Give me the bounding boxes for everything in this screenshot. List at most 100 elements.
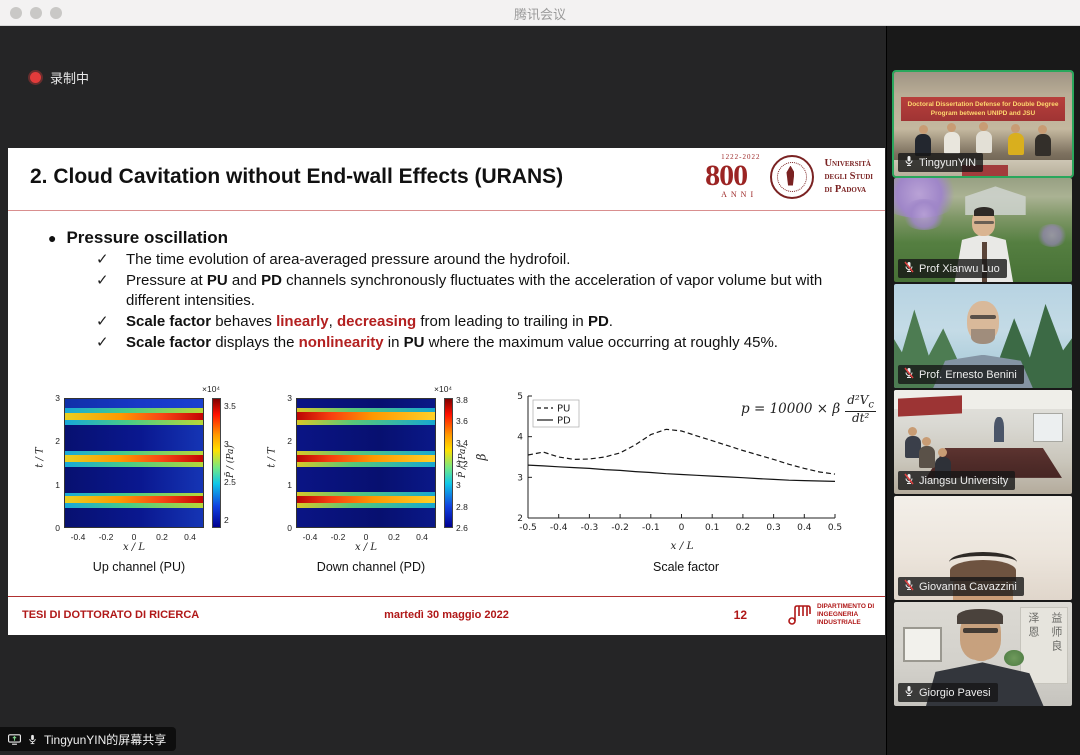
svg-text:0: 0	[679, 523, 685, 533]
colorbar-exponent: ×10⁴	[202, 384, 221, 394]
mic-muted-icon	[903, 579, 915, 594]
participant-name-label: TingyunYIN	[898, 153, 984, 172]
close-button[interactable]	[10, 7, 22, 19]
recording-dot-icon	[30, 72, 41, 83]
mic-muted-icon	[903, 367, 915, 382]
footer-date: martedì 30 maggio 2022	[384, 609, 509, 621]
tick-label: 2	[287, 436, 292, 447]
plant	[1004, 649, 1024, 667]
defense-banner: Doctoral Dissertation Defense for Double…	[901, 96, 1065, 121]
tick-label: 3.8	[456, 395, 468, 406]
person-head	[966, 300, 999, 344]
tick-label: 2.8	[456, 501, 468, 512]
svg-text:PU: PU	[557, 404, 570, 415]
department-icon	[788, 604, 811, 625]
red-banner	[897, 395, 962, 417]
video-tile-ernesto-benini[interactable]: Prof. Ernesto Benini	[894, 284, 1072, 388]
zoom-button[interactable]	[50, 7, 62, 19]
glasses	[969, 315, 997, 320]
tick-label: 0	[55, 523, 60, 533]
y-axis-label: t / T	[34, 447, 46, 468]
colorbar	[212, 398, 221, 528]
scale-factor-chart: -0.5 -0.4 -0.3 -0.2 -0.1 0 0.1 0.2 0.3 0.4 0.5 2 3 4 5…	[474, 386, 880, 578]
tick-label: 0.2	[156, 532, 168, 542]
video-tile-tingyunyin[interactable]: Doctoral Dissertation Defense for Double…	[892, 70, 1074, 178]
person-silhouette	[904, 426, 921, 458]
heatmap-up-channel: t / T ×10⁴ P̄ / (Pa) x / L Up channel	[34, 384, 266, 578]
tick-label: -0.4	[70, 532, 86, 542]
video-tile-jiangsu-university[interactable]: Jiangsu University	[894, 390, 1072, 494]
svg-text:0.1: 0.1	[705, 523, 719, 533]
svg-text:0.5: 0.5	[828, 523, 842, 533]
svg-text:3: 3	[517, 473, 523, 483]
tick-label: 1	[55, 479, 60, 490]
tick-label: 3	[224, 438, 229, 449]
glasses	[962, 628, 999, 633]
minimize-button[interactable]	[30, 7, 42, 19]
bullet-dot: ●	[48, 230, 57, 246]
university-logo: 1222-2022 800 ANNI Università degli Stud…	[705, 154, 873, 199]
slide-title: 2. Cloud Cavitation without End-wall Eff…	[30, 165, 564, 188]
flower-blob	[1036, 223, 1069, 247]
tick-label: 0	[363, 532, 369, 542]
glasses	[973, 220, 995, 224]
tick-label: 3.4	[456, 437, 468, 448]
heatmap-down-channel: t / T ×10⁴ P̄ / (Pa) x / L Down channe	[266, 384, 498, 578]
tick-label: 2.5	[224, 477, 236, 488]
presentation-slide: 2. Cloud Cavitation without End-wall Eff…	[8, 148, 885, 635]
video-tile-giovanna-cavazzini[interactable]: Giovanna Cavazzini	[894, 496, 1072, 600]
tick-label: -0.2	[330, 532, 346, 542]
tick-label: 3	[55, 393, 60, 403]
section-heading: ● Pressure oscillation	[48, 228, 229, 247]
tick-label: 0.4	[184, 532, 196, 542]
tick-label: 3.5	[224, 400, 236, 411]
shared-screen-stage: 录制中 2. Cloud Cavitation without End-wall…	[0, 25, 886, 755]
svg-text:PD: PD	[557, 416, 571, 427]
heatmap-plot	[296, 398, 436, 528]
mic-muted-icon	[903, 473, 915, 488]
recording-label: 录制中	[50, 71, 90, 86]
person-head	[957, 609, 1004, 661]
tick-label: 1	[287, 479, 292, 490]
video-tile-giorgio-pavesi[interactable]: 泽恩 益师良 Giorgio Pavesi	[894, 602, 1072, 706]
tick-label: 3	[287, 393, 292, 403]
svg-text:0.3: 0.3	[766, 523, 780, 533]
tick-label: 3.6	[456, 416, 468, 427]
tick-label: -0.2	[98, 532, 114, 542]
participant-name-label: Giorgio Pavesi	[898, 683, 998, 702]
university-seal-icon	[770, 154, 815, 199]
calligraphy-scrolls: 泽恩 益师良	[1020, 607, 1069, 685]
recording-indicator[interactable]: 录制中	[30, 68, 89, 87]
university-name: Università degli Studi di Padova	[824, 157, 873, 196]
screen-share-banner[interactable]: TingyunYIN的屏幕共享	[0, 727, 177, 751]
svg-text:-0.5: -0.5	[519, 523, 537, 533]
participants-sidebar: Doctoral Dissertation Defense for Double…	[886, 25, 1080, 755]
tick-label: 2	[55, 436, 60, 447]
standing-person	[993, 417, 1005, 442]
mic-muted-icon	[903, 261, 915, 276]
bullet-list: ✓ The time evolution of area-averaged pre…	[96, 250, 868, 354]
slide-footer: TESI DI DOTTORATO DI RICERCA martedì 30 …	[8, 596, 885, 635]
x-axis-label: x / L	[670, 540, 694, 552]
x-axis-label: x / L	[354, 542, 377, 553]
svg-text:0.4: 0.4	[797, 523, 812, 533]
footer-thesis-label: TESI DI DOTTORATO DI RICERCA	[22, 609, 200, 621]
table-skirt	[961, 164, 1008, 176]
line-plot: -0.5 -0.4 -0.3 -0.2 -0.1 0 0.1 0.2 0.3 0.4 0.5 2 3 4 5…	[517, 392, 842, 533]
participant-name-label: Prof. Ernesto Benini	[898, 365, 1024, 384]
tick-label: 0	[287, 523, 292, 533]
page-number: 12	[733, 608, 747, 622]
bullet-item: ✓ Scale factor behaves linearly, decreasi…	[96, 313, 613, 330]
svg-text:-0.2: -0.2	[611, 523, 629, 533]
bullet-item: ✓ The time evolution of area-averaged pre…	[96, 251, 571, 268]
tick-label: 2	[224, 515, 229, 526]
traffic-lights	[10, 7, 62, 19]
tick-label: 3	[456, 480, 461, 491]
person-silhouette	[943, 123, 960, 155]
svg-text:4: 4	[517, 433, 523, 443]
person-silhouette	[918, 437, 935, 469]
y-axis-label: t / T	[266, 447, 278, 468]
tick-label: 3.2	[456, 459, 468, 470]
video-tile-xianwu-luo[interactable]: Prof Xianwu Luo	[894, 178, 1072, 282]
svg-text:-0.4: -0.4	[550, 523, 568, 533]
